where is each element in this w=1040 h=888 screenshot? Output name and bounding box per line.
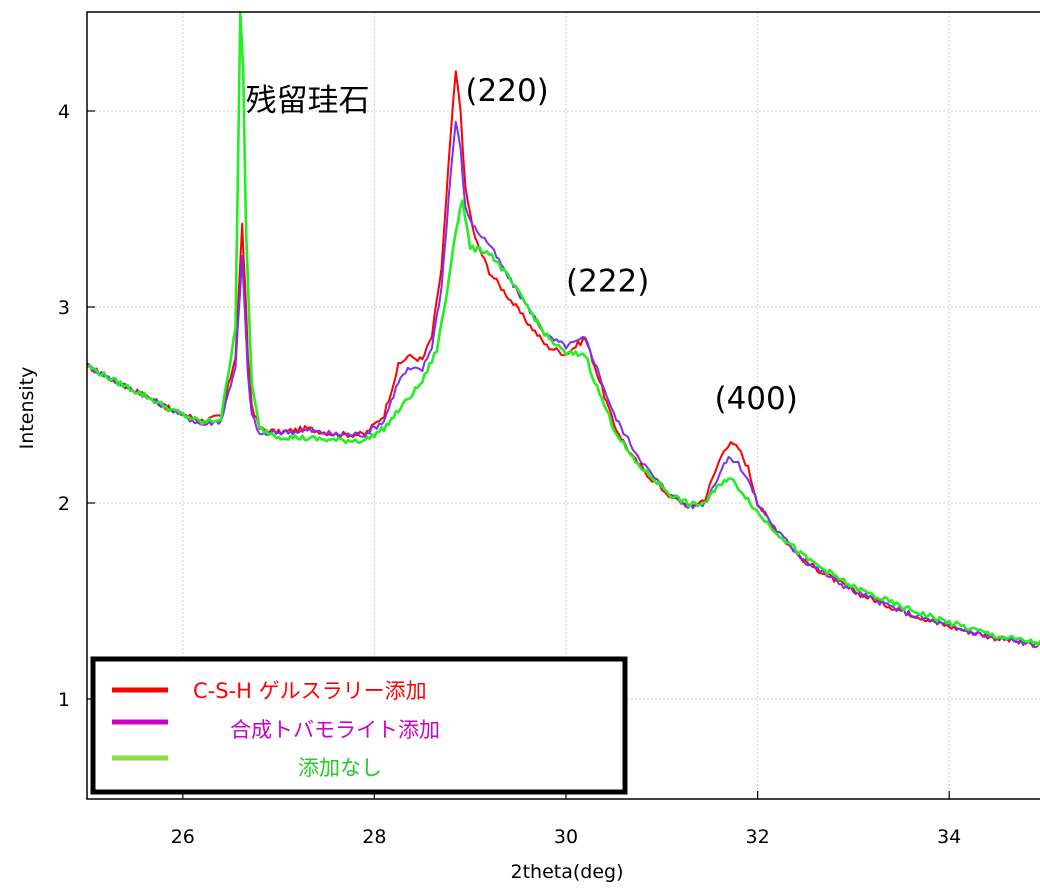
annotation-residual-silica: 残留珪石 [246,83,370,119]
x-tick-label: 30 [554,826,578,848]
y-tick-label: 4 [58,101,70,123]
x-tick-label: 34 [937,826,961,848]
y-tick-label: 1 [58,689,70,711]
x-tick-label: 28 [362,826,386,848]
legend: C-S-H ゲルスラリー添加 合成トバモライト添加 添加なし [90,656,628,795]
y-tick-label: 2 [58,493,70,515]
legend-label-csh: C-S-H ゲルスラリー添加 [193,679,427,703]
annotation-220: (220) [465,73,548,109]
series-line-tobermorite [86,120,1040,649]
y-tick-label: 3 [58,297,70,319]
plot-frame [86,11,1040,800]
series-line-none [86,11,1040,647]
annotations: 残留珪石 (220) (222) (400) [246,73,798,417]
x-tick-label: 26 [171,826,195,848]
legend-label-none: 添加なし [298,756,382,780]
x-axis-title: 2theta(deg) [511,861,624,883]
x-tick-label: 32 [746,826,770,848]
y-axis-title: Intensity [16,367,38,450]
legend-box [90,656,628,795]
legend-label-tobermorite: 合成トバモライト添加 [230,718,440,742]
series-group [86,11,1040,649]
series-line-csh [86,70,1040,648]
annotation-222: (222) [566,263,649,299]
annotation-400: (400) [714,381,797,417]
